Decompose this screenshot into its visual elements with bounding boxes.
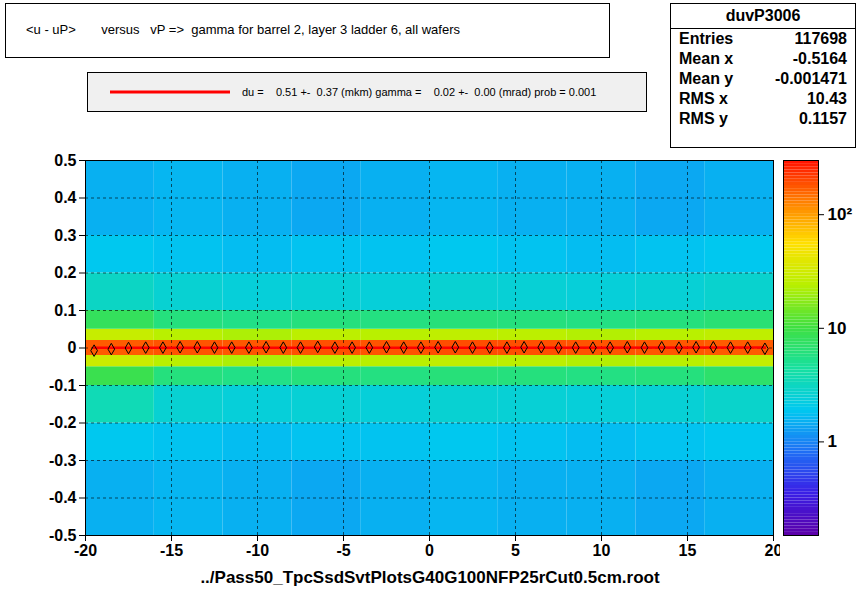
html-text:0.1157: 0.1157 — [798, 110, 847, 127]
html-text:10.43: 10.43 — [807, 90, 847, 107]
html-text:117698: 117698 — [794, 30, 847, 47]
svg-text:-0.1: -0.1 — [49, 377, 77, 394]
svg-text:0.4: 0.4 — [54, 189, 76, 206]
svg-text:0: 0 — [425, 542, 434, 559]
svg-text:5: 5 — [511, 542, 520, 559]
svg-text:-15: -15 — [160, 542, 183, 559]
svg-text:10: 10 — [593, 542, 611, 559]
html-text:duvP3006: duvP3006 — [725, 7, 801, 24]
svg-text:-0.4: -0.4 — [49, 489, 77, 506]
html-text:du = 0.51 +- 0.37 (mkm) gamma: du = 0.51 +- 0.37 (mkm) gamma = 0.02 +- … — [242, 86, 597, 98]
html-text:RMS x: RMS x — [679, 90, 728, 107]
svg-text:10²: 10² — [828, 205, 853, 224]
svg-text:0.5: 0.5 — [54, 152, 76, 169]
svg-text:20: 20 — [765, 542, 780, 559]
html-text:RMS y: RMS y — [679, 110, 728, 127]
svg-text:-0.3: -0.3 — [49, 452, 77, 469]
html-text:../Pass50_TpcSsdSvtPlotsG40G10: ../Pass50_TpcSsdSvtPlotsG40G100NFP25rCut… — [200, 568, 660, 587]
html-text:-0.5164: -0.5164 — [792, 50, 847, 67]
svg-text:-5: -5 — [336, 542, 350, 559]
svg-text:0.3: 0.3 — [54, 227, 76, 244]
html-text:<u - uP> versus vP => gamma fo: <u - uP> versus vP => gamma for barrel 2… — [26, 22, 460, 37]
svg-text:0: 0 — [68, 339, 77, 356]
html-text:Entries: Entries — [679, 30, 734, 47]
svg-text:-0.2: -0.2 — [49, 414, 77, 431]
svg-text:15: 15 — [679, 542, 697, 559]
svg-text:0.1: 0.1 — [54, 302, 76, 319]
html-text:Mean x: Mean x — [679, 50, 734, 67]
html-text:-0.001471: -0.001471 — [774, 70, 847, 87]
html-text:Mean y: Mean y — [679, 70, 734, 87]
svg-text:10: 10 — [828, 319, 847, 338]
svg-text:-10: -10 — [246, 542, 269, 559]
svg-text:-0.5: -0.5 — [49, 527, 77, 544]
svg-text:-20: -20 — [74, 542, 97, 559]
svg-text:1: 1 — [828, 432, 837, 451]
svg-text:0.2: 0.2 — [54, 264, 76, 281]
